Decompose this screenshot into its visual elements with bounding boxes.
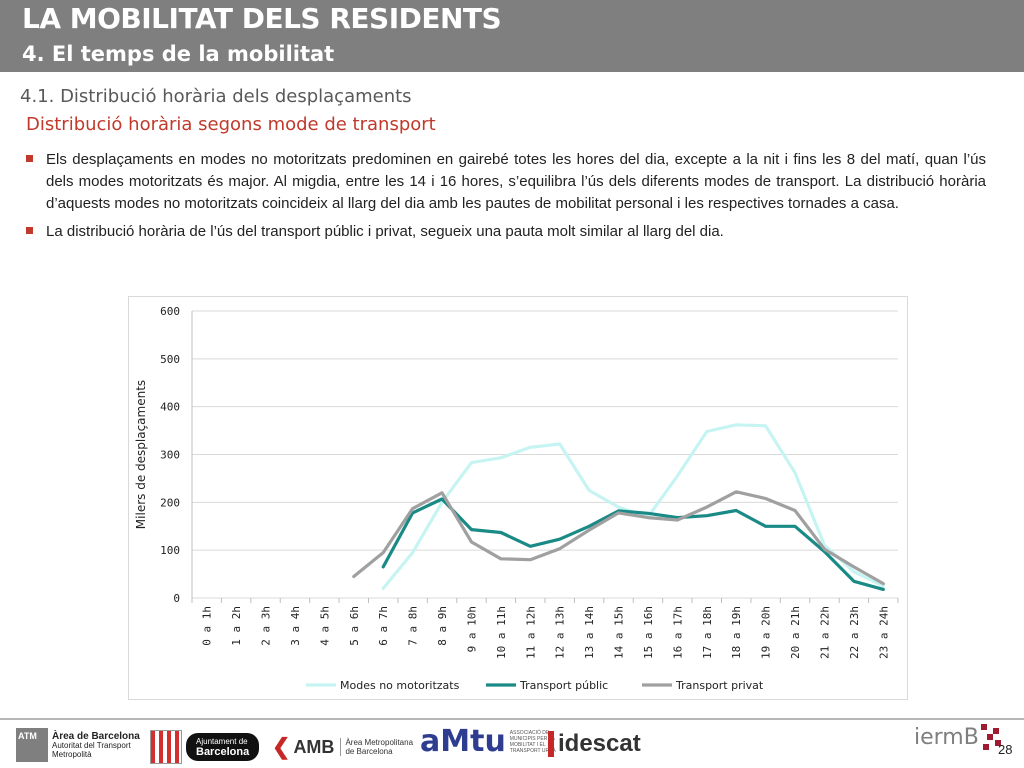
ajuntament-logo-line1: Ajuntament de [196, 737, 248, 746]
x-tick-label: 5 a 6h [348, 606, 361, 646]
x-tick-label: 4 a 5h [318, 606, 331, 646]
x-tick-label: 23 a 24h [877, 606, 890, 659]
x-tick-label: 18 a 19h [730, 606, 743, 659]
amtu-logo: aMtu ASSOCIACIÓ DE MUNICIPIS PER LA MOBI… [420, 724, 560, 759]
x-tick-label: 12 a 13h [554, 606, 567, 659]
x-tick-label: 20 a 21h [789, 606, 802, 659]
amb-arrow-icon: ❮ [272, 734, 291, 759]
amtu-logo-mark: aMtu [420, 724, 506, 759]
amb-logo-line2: de Barcelona [345, 747, 393, 756]
section-title: 4.1. Distribució horària dels desplaçame… [20, 86, 412, 107]
x-tick-label: 16 a 17h [671, 606, 684, 659]
y-tick-label: 600 [160, 305, 180, 318]
amb-logo: ❮ AMB Àrea Metropolitana de Barcelona [272, 734, 413, 760]
x-tick-label: 10 a 11h [495, 606, 508, 659]
bullet-text: Els desplaçaments en modes no motoritzat… [46, 151, 986, 212]
x-tick-label: 14 a 15h [613, 606, 626, 659]
x-tick-label: 8 a 9h [436, 606, 449, 646]
bullet-item: La distribució horària de l’ús del trans… [26, 221, 986, 243]
subsection-title: Distribució horària segons mode de trans… [26, 114, 436, 135]
x-tick-label: 11 a 12h [524, 606, 537, 659]
ajuntament-logo-line2: Barcelona [196, 746, 250, 758]
y-tick-label: 200 [160, 496, 180, 509]
bullet-text: La distribució horària de l’ús del trans… [46, 223, 724, 240]
atm-logo-line1: Àrea de Barcelona [52, 730, 140, 742]
series-line [381, 497, 885, 591]
page-title: LA MOBILITAT DELS RESIDENTS [22, 2, 502, 35]
y-tick-label: 500 [160, 353, 180, 366]
legend-label: Modes no motoritzats [340, 679, 460, 692]
atm-logo-mark: ATM [16, 728, 48, 762]
amb-logo-mark: AMB [293, 736, 335, 757]
ierm-logo: iermB [914, 724, 1003, 750]
legend-label: Transport públic [519, 679, 608, 692]
ierm-grid-icon [980, 724, 1003, 750]
y-axis-label: Milers de desplaçaments [134, 380, 148, 529]
x-tick-label: 7 a 8h [407, 606, 420, 646]
legend-label: Transport privat [675, 679, 764, 692]
atm-logo-line3: Metropolità [52, 749, 92, 759]
bullet-list: Els desplaçaments en modes no motoritzat… [26, 149, 986, 249]
x-tick-label: 0 a 1h [201, 606, 214, 646]
footer-divider [0, 718, 1024, 720]
y-tick-label: 300 [160, 449, 180, 462]
chart-frame [128, 296, 908, 700]
bullet-item: Els desplaçaments en modes no motoritzat… [26, 149, 986, 215]
atm-logo-line2: Autoritat del Transport [52, 740, 131, 750]
x-tick-label: 6 a 7h [377, 606, 390, 646]
atm-logo: ATM Àrea de Barcelona Autoritat del Tran… [16, 728, 140, 762]
line-chart: 0 100 200 300 400 500 600 0 a 1h 1 a 2h 2 a 3h 3 a… [128, 296, 908, 700]
amb-logo-line1: Àrea Metropolitana [345, 738, 414, 747]
ajuntament-logo: Ajuntament de Barcelona [150, 730, 260, 764]
header-bar: LA MOBILITAT DELS RESIDENTS 4. El temps … [0, 0, 1024, 72]
series-line [352, 490, 885, 586]
x-tick-label: 15 a 16h [642, 606, 655, 659]
y-tick-label: 0 [173, 592, 180, 605]
x-tick-label: 21 a 22h [818, 606, 831, 659]
x-tick-label: 17 a 18h [701, 606, 714, 659]
bullet-square-icon [26, 227, 33, 234]
x-tick-label: 13 a 14h [583, 606, 596, 659]
x-tick-label: 3 a 4h [289, 606, 302, 646]
idescat-bar-icon [548, 731, 554, 757]
page-number: 28 [998, 742, 1013, 757]
y-tick-label: 100 [160, 544, 180, 557]
y-tick-label: 400 [160, 401, 180, 414]
x-tick-label: 9 a 10h [465, 606, 478, 652]
idescat-logo: idescat [548, 730, 641, 758]
x-tick-label: 19 a 20h [760, 606, 773, 659]
barcelona-shield-icon [150, 730, 182, 764]
ierm-logo-mark: iermB [914, 724, 979, 750]
x-tick-label: 1 a 2h [230, 606, 243, 646]
page-subtitle: 4. El temps de la mobilitat [22, 42, 335, 66]
x-tick-label: 2 a 3h [260, 606, 273, 646]
bullet-square-icon [26, 155, 33, 162]
x-tick-label: 22 a 23h [848, 606, 861, 659]
idescat-logo-mark: idescat [558, 730, 641, 757]
amtu-logo-sub: ASSOCIACIÓ DE MUNICIPIS PER LA MOBILITAT… [509, 729, 556, 754]
